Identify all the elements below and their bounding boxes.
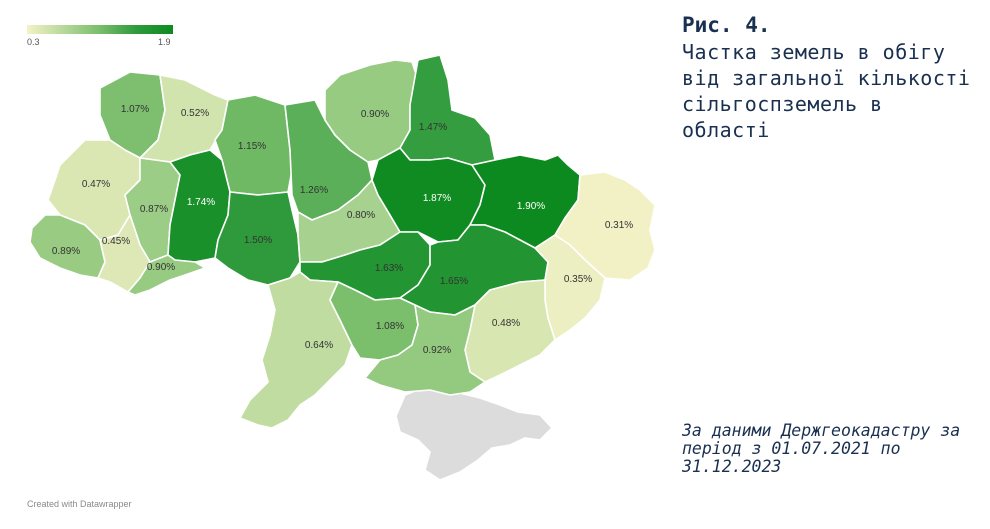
- ukraine-map: 1.07% 0.52% 1.15% 1.26% 0.90% 1.47% 0.47…: [29, 54, 656, 481]
- label-chernihiv: 0.90%: [361, 109, 389, 120]
- label-khmelnytskyi: 1.74%: [187, 197, 215, 208]
- label-zakarpattia: 0.89%: [52, 246, 80, 257]
- label-donetsk: 0.35%: [564, 274, 592, 285]
- label-vinnytsia: 1.50%: [244, 235, 272, 246]
- label-rivne: 0.52%: [181, 108, 209, 119]
- label-kirovohrad: 1.63%: [375, 263, 403, 274]
- legend-min-label: 0.3: [27, 37, 40, 47]
- figure-source: За даними Держгеокадастру за період з 01…: [682, 421, 961, 476]
- label-zaporizhzhia: 0.48%: [492, 318, 520, 329]
- label-cherkasy: 0.80%: [347, 210, 375, 221]
- label-kharkiv: 1.90%: [517, 201, 545, 212]
- label-ternopil: 0.87%: [140, 204, 168, 215]
- label-odesa: 0.64%: [305, 340, 333, 351]
- label-mykolaiv: 1.08%: [376, 321, 404, 332]
- region-zakarpattia[interactable]: [29, 214, 106, 279]
- label-luhansk: 0.31%: [605, 220, 633, 231]
- figure-number: Рис. 4.: [682, 13, 771, 37]
- region-labels: 1.07% 0.52% 1.15% 1.26% 0.90% 1.47% 0.47…: [52, 104, 633, 356]
- label-ivano-frankivsk: 0.45%: [102, 236, 130, 247]
- figure-title: Частка земель в обігу від загальної кіль…: [682, 40, 971, 142]
- legend-gradient: [27, 25, 173, 34]
- label-zhytomyr: 1.15%: [238, 141, 266, 152]
- label-chernivtsi: 0.90%: [147, 262, 175, 273]
- label-dnipropetrovsk: 1.65%: [440, 276, 468, 287]
- label-poltava: 1.87%: [423, 193, 451, 204]
- legend-max-label: 1.9: [158, 37, 171, 47]
- figure-title-block: Рис. 4. Частка земель в обігу від загаль…: [682, 12, 982, 143]
- label-lviv: 0.47%: [82, 179, 110, 190]
- label-sumy: 1.47%: [419, 122, 447, 133]
- region-chernivtsi[interactable]: [127, 254, 206, 296]
- region-crimea: [395, 384, 553, 481]
- region-kherson[interactable]: [364, 304, 486, 396]
- label-kherson: 0.92%: [423, 345, 451, 356]
- datawrapper-credit[interactable]: Created with Datawrapper: [27, 499, 132, 509]
- region-luhansk[interactable]: [554, 171, 656, 281]
- map-panel: 0.3 1.9 1.07% 0.52% 1.15%: [27, 25, 656, 509]
- region-odesa[interactable]: [239, 271, 353, 429]
- label-volyn: 1.07%: [121, 104, 149, 115]
- label-kyiv: 1.26%: [300, 185, 328, 196]
